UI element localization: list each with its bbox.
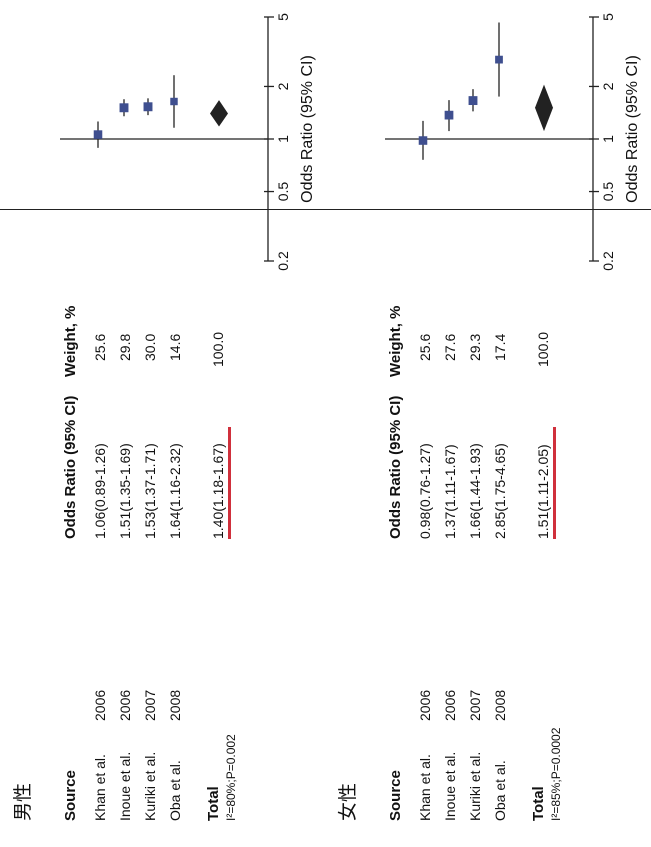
total-underline	[228, 427, 231, 539]
total-label: Total	[205, 786, 222, 821]
x-tick-label: 0.5	[275, 182, 291, 202]
study-source: Khan et al.	[92, 754, 108, 821]
study-or: 0.98(0.76-1.27)	[417, 443, 433, 539]
study-source: Oba et al.	[492, 760, 508, 821]
study-weight: 25.6	[92, 333, 108, 361]
forest-plot-female: 0.2 0.5 1 2 5 Odds Ratio (95% CI)	[385, 13, 641, 271]
study-source: Inoue et al.	[117, 751, 133, 821]
study-year: 2008	[167, 689, 183, 721]
study-year: 2006	[117, 689, 133, 721]
x-tick-label: 5	[275, 13, 291, 21]
study-year: 2008	[492, 689, 508, 721]
x-tick-label: 0.2	[275, 251, 291, 271]
study-weight: 14.6	[167, 333, 183, 361]
group-label: 女性	[337, 782, 359, 821]
header-weight: Weight, %	[387, 305, 404, 377]
study-source: Inoue et al.	[442, 751, 458, 821]
study-weight: 29.8	[117, 333, 133, 361]
total-label: Total	[530, 786, 547, 821]
study-marker	[119, 103, 129, 113]
total-or: 1.40(1.18-1.67)	[210, 443, 226, 539]
heterogeneity-stat: I²=85%;P=0.0002	[549, 727, 563, 821]
pooled-diamond	[210, 100, 228, 127]
study-source: Kuriki et al.	[467, 751, 483, 821]
study-year: 2007	[467, 689, 483, 721]
study-or: 1.37(1.11-1.67)	[442, 444, 458, 539]
x-tick-label: 0.2	[600, 251, 616, 271]
study-or: 1.06(0.89-1.26)	[92, 443, 108, 539]
study-weight: 29.3	[467, 333, 483, 361]
header-or-ci: Odds Ratio (95% CI)	[387, 395, 404, 539]
x-tick-label: 0.5	[600, 182, 616, 202]
study-or: 1.51(1.35-1.69)	[117, 443, 133, 539]
study-source: Khan et al.	[417, 754, 433, 821]
total-weight: 100.0	[535, 331, 551, 367]
total-underline	[553, 427, 556, 539]
study-or: 1.64(1.16-2.32)	[167, 443, 183, 539]
header-source: Source	[387, 770, 404, 821]
study-or: 1.53(1.37-1.71)	[142, 443, 158, 539]
study-year: 2006	[442, 689, 458, 721]
x-tick-label: 2	[600, 82, 616, 90]
study-marker	[495, 55, 503, 64]
header-or-ci: Odds Ratio (95% CI)	[62, 395, 79, 539]
x-tick-label: 1	[275, 135, 291, 143]
header-source: Source	[62, 770, 79, 821]
study-year: 2006	[92, 689, 108, 721]
study-year: 2006	[417, 689, 433, 721]
study-marker	[468, 96, 478, 106]
x-tick-label: 2	[275, 82, 291, 90]
group-label: 男性	[12, 782, 34, 821]
study-weight: 27.6	[442, 333, 458, 361]
x-axis-label: Odds Ratio (95% CI)	[624, 55, 641, 203]
study-marker	[444, 110, 454, 120]
total-or: 1.51(1.11-2.05)	[535, 444, 551, 539]
heterogeneity-stat: I²=80%;P=0.002	[224, 734, 238, 821]
study-weight: 17.4	[492, 333, 508, 361]
study-marker	[418, 136, 428, 145]
header-weight: Weight, %	[62, 305, 79, 377]
study-weight: 30.0	[142, 333, 158, 361]
study-marker	[143, 102, 153, 112]
forest-panel-female: 女性 Source Odds Ratio (95% CI) Weight, % …	[325, 0, 650, 847]
x-axis-label: Odds Ratio (95% CI)	[299, 55, 316, 203]
pooled-diamond	[535, 84, 553, 132]
forest-plot-male: 0.2 0.5 1 2 5 Odds Ratio (95% CI)	[60, 13, 316, 271]
study-marker	[93, 130, 103, 139]
study-or: 2.85(1.75-4.65)	[492, 443, 508, 539]
study-source: Kuriki et al.	[142, 751, 158, 821]
study-marker	[170, 97, 178, 106]
study-or: 1.66(1.44-1.93)	[467, 443, 483, 539]
forest-panel-male: 男性 Source Odds Ratio (95% CI) Weight, % …	[0, 0, 325, 847]
total-weight: 100.0	[210, 331, 226, 367]
study-year: 2007	[142, 689, 158, 721]
x-tick-label: 5	[600, 13, 616, 21]
study-weight: 25.6	[417, 333, 433, 361]
study-source: Oba et al.	[167, 760, 183, 821]
x-tick-label: 1	[600, 135, 616, 143]
